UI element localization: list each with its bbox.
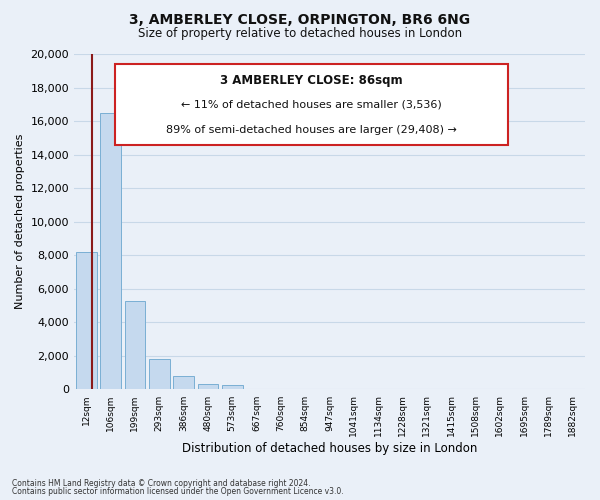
Text: 3 AMBERLEY CLOSE: 86sqm: 3 AMBERLEY CLOSE: 86sqm bbox=[220, 74, 403, 86]
Text: Contains public sector information licensed under the Open Government Licence v3: Contains public sector information licen… bbox=[12, 487, 344, 496]
Bar bbox=[125, 300, 145, 390]
FancyBboxPatch shape bbox=[115, 64, 508, 144]
Text: ← 11% of detached houses are smaller (3,536): ← 11% of detached houses are smaller (3,… bbox=[181, 100, 442, 110]
Text: 3, AMBERLEY CLOSE, ORPINGTON, BR6 6NG: 3, AMBERLEY CLOSE, ORPINGTON, BR6 6NG bbox=[130, 12, 470, 26]
X-axis label: Distribution of detached houses by size in London: Distribution of detached houses by size … bbox=[182, 442, 477, 455]
Bar bbox=[173, 376, 194, 390]
Text: Contains HM Land Registry data © Crown copyright and database right 2024.: Contains HM Land Registry data © Crown c… bbox=[12, 478, 311, 488]
Text: 89% of semi-detached houses are larger (29,408) →: 89% of semi-detached houses are larger (… bbox=[166, 125, 457, 135]
Bar bbox=[76, 252, 97, 390]
Bar bbox=[197, 384, 218, 390]
Y-axis label: Number of detached properties: Number of detached properties bbox=[15, 134, 25, 310]
Text: Size of property relative to detached houses in London: Size of property relative to detached ho… bbox=[138, 28, 462, 40]
Bar bbox=[149, 360, 170, 390]
Bar bbox=[222, 385, 242, 390]
Bar bbox=[100, 112, 121, 390]
